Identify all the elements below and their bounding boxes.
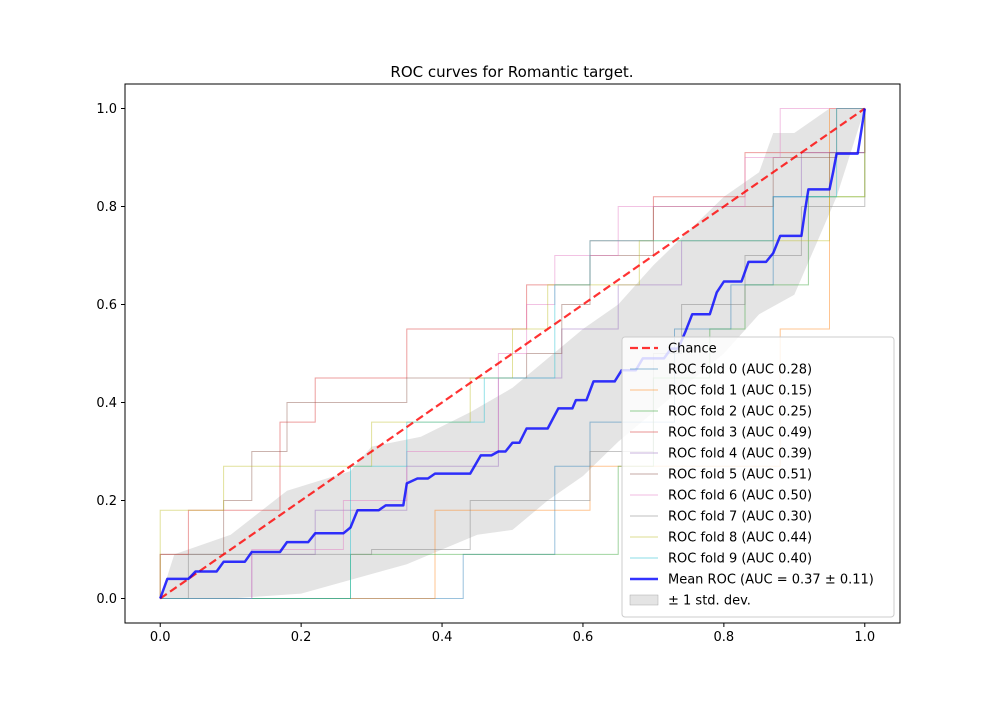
roc-fold-5-line (159, 108, 865, 599)
roc-fold-9-line (160, 108, 865, 599)
roc-fold-8-line (159, 108, 866, 599)
roc-fold-4-line (160, 108, 866, 599)
legend-label-6: ROC fold 5 (AUC 0.51) (668, 468, 812, 483)
legend-label-1: ROC fold 0 (AUC 0.28) (668, 363, 812, 378)
mean-roc-line (159, 108, 867, 599)
x-tick-label: 0.8 (714, 630, 735, 645)
legend: Chance ROC fold 0 (AUC 0.28) ROC fold 1 (A… (621, 336, 895, 618)
roc-fold-0-line (160, 108, 866, 599)
mean-roc-layer (159, 108, 867, 599)
legend-label-4: ROC fold 3 (AUC 0.49) (668, 426, 812, 441)
legend-box (621, 336, 895, 618)
legend-label-9: ROC fold 8 (AUC 0.44) (668, 531, 812, 546)
legend-label-0: Chance (668, 342, 717, 357)
y-tick-label: 0.4 (96, 396, 117, 411)
x-tick-label: 0.2 (291, 630, 312, 645)
y-tick-label: 0.8 (96, 200, 117, 215)
x-tick-label: 1.0 (854, 630, 875, 645)
axes-layer: 0.0 0.2 0.4 0.6 0.8 1.0 0.0 0.2 0.4 0.6 0.8 1.0 (96, 83, 901, 645)
y-tick-label: 0.2 (96, 494, 117, 509)
chance-line (159, 107, 866, 600)
chart-title: ROC curves for Romantic target. (390, 63, 633, 81)
roc-fold-6-line (160, 108, 865, 599)
legend-label-7: ROC fold 6 (AUC 0.50) (668, 489, 812, 504)
legend-label-5: ROC fold 4 (AUC 0.39) (668, 447, 812, 462)
y-tick-label: 0.6 (96, 298, 117, 313)
roc-fold-3-line (159, 108, 866, 599)
legend-label-10: ROC fold 9 (AUC 0.40) (668, 552, 812, 567)
chance-line-layer (159, 107, 866, 600)
legend-label-8: ROC fold 7 (AUC 0.30) (668, 510, 812, 525)
legend-label-12: ± 1 std. dev. (668, 594, 751, 609)
y-tick-label: 1.0 (96, 102, 117, 117)
x-tick-label: 0.6 (573, 630, 594, 645)
plot-frame (124, 83, 901, 624)
x-tick-label: 0.0 (150, 630, 171, 645)
x-tick-label: 0.4 (432, 630, 453, 645)
legend-label-11: Mean ROC (AUC = 0.37 ± 0.11) (668, 573, 874, 588)
y-tick-label: 0.0 (96, 592, 117, 607)
legend-label-3: ROC fold 2 (AUC 0.25) (668, 405, 812, 420)
legend-swatch-12 (629, 594, 659, 606)
legend-label-2: ROC fold 1 (AUC 0.15) (668, 384, 812, 399)
